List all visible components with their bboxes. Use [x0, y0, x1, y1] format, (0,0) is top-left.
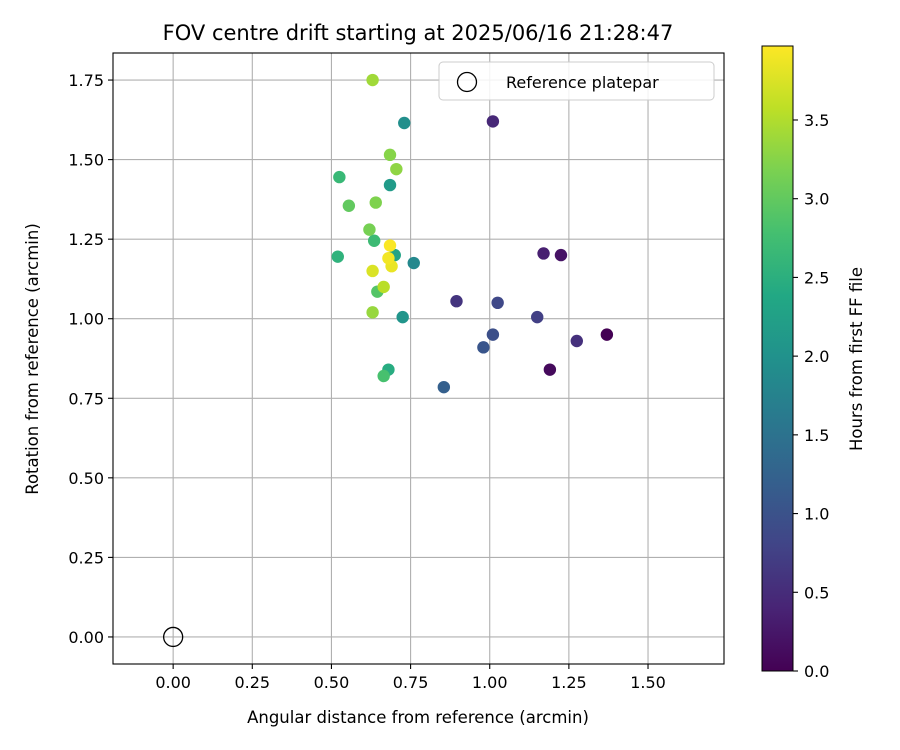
colorbar-tick-label: 1.0: [804, 505, 829, 524]
x-axis-ticks: 0.00 0.25 0.50 0.75 1.00 1.25 1.50: [155, 664, 666, 692]
data-point: [363, 223, 376, 236]
data-point: [600, 328, 614, 341]
colorbar-tick-label: 0.5: [804, 583, 829, 602]
data-point: [390, 162, 403, 176]
colorbar-tick-label: 1.5: [804, 426, 829, 445]
data-point: [369, 196, 382, 209]
reference-marker-layer: [163, 626, 184, 648]
y-tick-label: 0.50: [68, 469, 104, 488]
data-point: [331, 250, 344, 263]
data-point: [398, 116, 411, 130]
y-tick-label: 1.75: [68, 71, 104, 90]
data-point: [486, 115, 500, 128]
colorbar-tick-label: 2.5: [804, 268, 829, 287]
data-point: [486, 328, 500, 341]
colorbar-label: Hours from first FF file: [847, 267, 866, 451]
legend: Reference platepar: [438, 61, 715, 101]
colorbar-tick-label: 3.0: [804, 190, 829, 209]
chart-title: FOV centre drift starting at 2025/06/16 …: [163, 21, 674, 45]
data-point: [396, 310, 409, 324]
data-point: [383, 239, 397, 252]
x-tick-label: 0.00: [155, 673, 191, 692]
data-point: [366, 264, 379, 278]
x-tick-label: 1.00: [472, 673, 508, 692]
x-tick-label: 1.50: [630, 673, 666, 692]
data-point: [450, 295, 463, 308]
data-point: [383, 148, 397, 162]
legend-label-reference: Reference platepar: [506, 73, 659, 92]
data-point: [554, 248, 568, 262]
colorbar-ticks: 0.0 0.5 1.0 1.5 2.0 2.5 3.0 3.5: [793, 111, 829, 681]
data-point: [407, 256, 420, 270]
colorbar-gradient: [761, 45, 794, 672]
x-axis-title: Angular distance from reference (arcmin): [247, 708, 589, 727]
y-tick-label: 1.25: [68, 230, 104, 249]
y-tick-label: 0.00: [68, 628, 104, 647]
plot-background: [113, 53, 724, 664]
data-point: [382, 252, 395, 265]
data-point: [491, 296, 504, 310]
data-point: [570, 334, 583, 348]
data-point: [367, 234, 381, 247]
plot-frame: [112, 52, 725, 665]
data-point: [531, 310, 544, 324]
data-point: [366, 73, 379, 87]
data-point: [333, 170, 346, 184]
data-point: [383, 178, 397, 192]
data-point: [377, 280, 390, 294]
colorbar: 0.0 0.5 1.0 1.5 2.0 2.5 3.0 3.5 Hours from firs…: [761, 45, 866, 681]
y-tick-label: 0.25: [68, 548, 104, 567]
reference-platepar-marker: [163, 626, 184, 648]
legend-box: [438, 61, 715, 101]
y-tick-label: 1.50: [68, 151, 104, 170]
x-tick-label: 0.25: [234, 673, 270, 692]
data-point: [342, 199, 356, 212]
data-point: [377, 369, 390, 383]
data-point: [366, 306, 379, 319]
x-tick-label: 0.75: [393, 673, 429, 692]
y-tick-label: 1.00: [68, 310, 104, 329]
data-points: [331, 73, 614, 394]
colorbar-tick-label: 2.0: [804, 347, 829, 366]
colorbar-tick-label: 3.5: [804, 111, 829, 130]
legend-reference-marker: [456, 71, 478, 93]
data-point: [537, 247, 550, 260]
y-axis-title: Rotation from reference (arcmin): [23, 223, 42, 495]
x-tick-label: 1.25: [551, 673, 587, 692]
data-point: [543, 363, 557, 376]
y-axis-ticks: 0.00 0.25 0.50 0.75 1.00 1.25 1.50 1.75: [68, 71, 113, 647]
colorbar-tick-label: 0.0: [804, 662, 829, 681]
data-point: [477, 341, 490, 354]
plot-area: 0.00 0.25 0.50 0.75 1.00 1.25 1.50 0.00 0.25 0.5…: [68, 52, 725, 692]
data-point: [437, 380, 451, 394]
grid: [113, 53, 724, 664]
y-tick-label: 0.75: [68, 389, 104, 408]
x-tick-label: 0.50: [314, 673, 350, 692]
